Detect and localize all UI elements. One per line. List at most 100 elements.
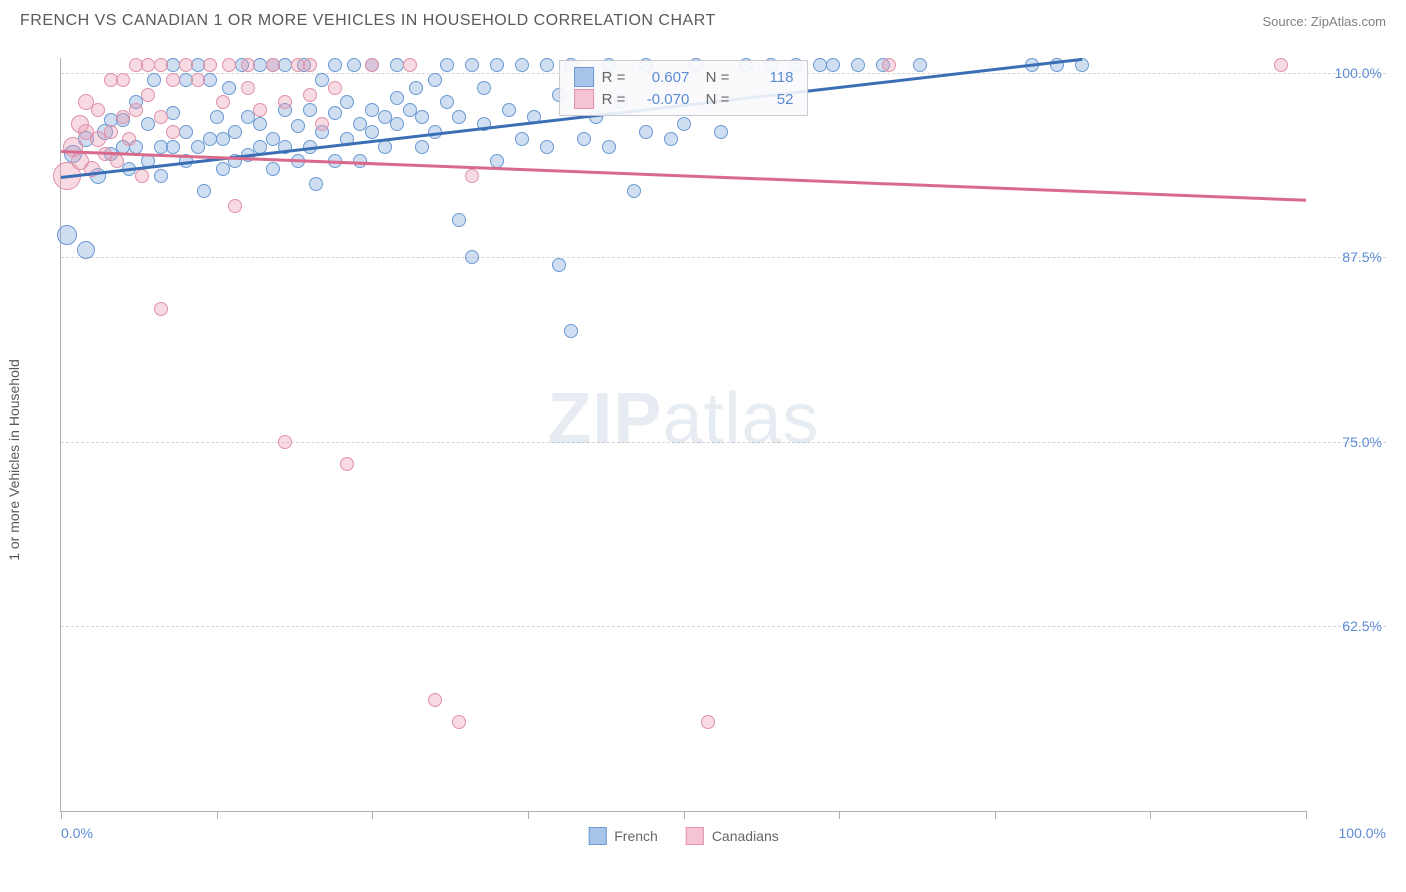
x-tick bbox=[528, 811, 529, 819]
scatter-point bbox=[222, 81, 236, 95]
scatter-point bbox=[278, 435, 292, 449]
scatter-point bbox=[428, 73, 442, 87]
scatter-point bbox=[701, 715, 715, 729]
scatter-point bbox=[409, 81, 423, 95]
scatter-point bbox=[826, 58, 840, 72]
scatter-point bbox=[440, 95, 454, 109]
scatter-point bbox=[253, 117, 267, 131]
scatter-point bbox=[253, 103, 267, 117]
scatter-point bbox=[577, 132, 591, 146]
scatter-point bbox=[278, 95, 292, 109]
scatter-point bbox=[110, 154, 124, 168]
scatter-point bbox=[222, 58, 236, 72]
x-tick bbox=[217, 811, 218, 819]
scatter-point bbox=[540, 140, 554, 154]
scatter-point bbox=[141, 88, 155, 102]
scatter-point bbox=[1274, 58, 1288, 72]
scatter-point bbox=[477, 81, 491, 95]
scatter-point bbox=[564, 324, 578, 338]
scatter-point bbox=[365, 58, 379, 72]
scatter-point bbox=[166, 73, 180, 87]
scatter-point bbox=[303, 88, 317, 102]
scatter-point bbox=[851, 58, 865, 72]
scatter-point bbox=[415, 110, 429, 124]
scatter-point bbox=[490, 58, 504, 72]
scatter-point bbox=[440, 58, 454, 72]
scatter-point bbox=[452, 213, 466, 227]
x-tick bbox=[1150, 811, 1151, 819]
scatter-point bbox=[154, 58, 168, 72]
scatter-point bbox=[266, 58, 280, 72]
legend-row: R =0.607 N =118 bbox=[574, 67, 794, 87]
scatter-point bbox=[340, 95, 354, 109]
scatter-point bbox=[540, 58, 554, 72]
scatter-point bbox=[179, 58, 193, 72]
scatter-point bbox=[166, 106, 180, 120]
scatter-point bbox=[677, 117, 691, 131]
scatter-point bbox=[602, 140, 616, 154]
x-tick bbox=[372, 811, 373, 819]
chart-container: 1 or more Vehicles in Household ZIPatlas… bbox=[20, 48, 1386, 872]
scatter-point bbox=[328, 106, 342, 120]
scatter-point bbox=[241, 81, 255, 95]
scatter-point bbox=[390, 117, 404, 131]
x-tick bbox=[61, 811, 62, 819]
scatter-point bbox=[714, 125, 728, 139]
plot-area: ZIPatlas R =0.607 N =118R =-0.070 N =52 … bbox=[60, 58, 1306, 812]
scatter-point bbox=[303, 58, 317, 72]
scatter-point bbox=[154, 302, 168, 316]
scatter-point bbox=[390, 91, 404, 105]
scatter-point bbox=[197, 184, 211, 198]
scatter-point bbox=[216, 132, 230, 146]
x-tick bbox=[1306, 811, 1307, 819]
scatter-point bbox=[154, 169, 168, 183]
scatter-point bbox=[515, 132, 529, 146]
gridline bbox=[61, 257, 1386, 258]
scatter-point bbox=[116, 73, 130, 87]
scatter-point bbox=[166, 140, 180, 154]
scatter-point bbox=[309, 177, 323, 191]
scatter-point bbox=[191, 73, 205, 87]
scatter-point bbox=[203, 73, 217, 87]
scatter-point bbox=[328, 81, 342, 95]
scatter-point bbox=[241, 58, 255, 72]
scatter-point bbox=[179, 125, 193, 139]
scatter-point bbox=[552, 258, 566, 272]
scatter-point bbox=[502, 103, 516, 117]
scatter-point bbox=[210, 110, 224, 124]
x-axis-min-label: 0.0% bbox=[61, 825, 93, 841]
chart-title: FRENCH VS CANADIAN 1 OR MORE VEHICLES IN… bbox=[20, 12, 716, 30]
scatter-point bbox=[452, 715, 466, 729]
scatter-point bbox=[465, 250, 479, 264]
scatter-point bbox=[403, 58, 417, 72]
x-tick bbox=[684, 811, 685, 819]
scatter-point bbox=[515, 58, 529, 72]
scatter-point bbox=[913, 58, 927, 72]
watermark: ZIPatlas bbox=[547, 378, 819, 460]
scatter-point bbox=[91, 103, 105, 117]
x-tick bbox=[995, 811, 996, 819]
y-tick-label: 100.0% bbox=[1335, 65, 1382, 81]
scatter-point bbox=[154, 110, 168, 124]
scatter-point bbox=[203, 58, 217, 72]
scatter-point bbox=[465, 169, 479, 183]
scatter-point bbox=[135, 169, 149, 183]
scatter-point bbox=[228, 199, 242, 213]
y-tick-label: 62.5% bbox=[1342, 618, 1382, 634]
gridline bbox=[61, 442, 1386, 443]
scatter-point bbox=[365, 125, 379, 139]
scatter-point bbox=[129, 103, 143, 117]
scatter-point bbox=[141, 117, 155, 131]
scatter-point bbox=[452, 110, 466, 124]
correlation-legend: R =0.607 N =118R =-0.070 N =52 bbox=[559, 60, 809, 116]
y-tick-label: 87.5% bbox=[1342, 249, 1382, 265]
scatter-point bbox=[347, 58, 361, 72]
y-axis-label: 1 or more Vehicles in Household bbox=[6, 359, 22, 561]
x-axis-max-label: 100.0% bbox=[1339, 825, 1386, 841]
scatter-point bbox=[639, 125, 653, 139]
scatter-point bbox=[291, 119, 305, 133]
scatter-point bbox=[104, 125, 118, 139]
trend-line bbox=[61, 150, 1306, 202]
x-tick bbox=[839, 811, 840, 819]
scatter-point bbox=[882, 58, 896, 72]
